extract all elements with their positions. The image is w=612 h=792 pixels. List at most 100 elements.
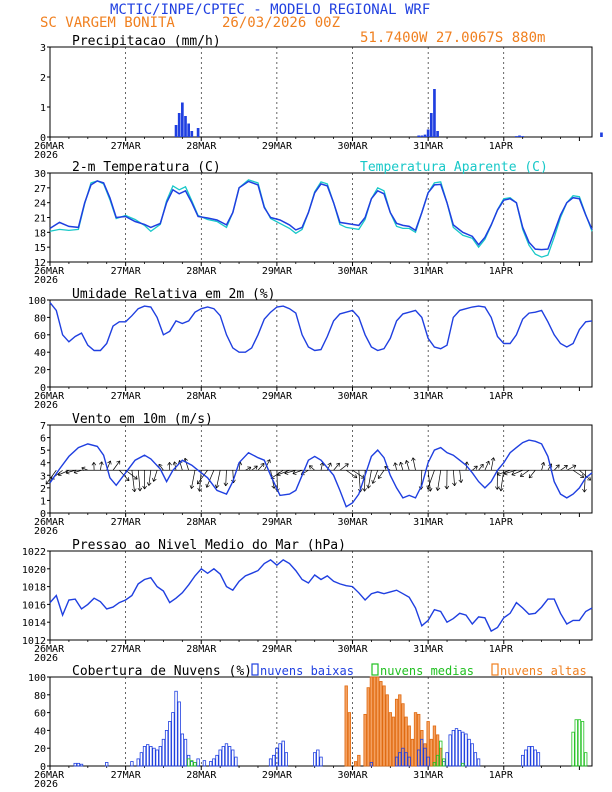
wind-arrow-head	[65, 469, 70, 475]
y-tick-label: 1	[40, 496, 46, 507]
high-cloud-bar	[363, 713, 367, 767]
y-tick-label: 40	[34, 726, 46, 737]
low-cloud-bar	[530, 746, 534, 767]
precip-bar	[515, 136, 518, 137]
panel-title: Cobertura de Nuvens (%)	[72, 664, 252, 679]
x-tick-label: 29MAR	[262, 517, 293, 528]
low-cloud-bar	[142, 746, 147, 767]
header-run: 26/03/2026 00Z	[222, 15, 340, 31]
x-tick-label: 30MAR	[338, 266, 369, 277]
low-cloud-bar	[369, 762, 374, 767]
wind-arrow-head	[485, 460, 490, 465]
wind-arrow-head	[444, 485, 450, 490]
low-cloud-bar	[177, 701, 181, 767]
wind-arrow-head	[172, 461, 178, 466]
wind-arrow-head	[503, 470, 508, 476]
y-tick-label: 7	[40, 421, 46, 432]
wind-arrow-head	[189, 485, 195, 489]
x-tick-label: 26MAR	[34, 141, 65, 152]
low-cloud-bar	[536, 752, 541, 767]
wind-arrow-head	[125, 477, 130, 482]
low-cloud-bar	[417, 749, 421, 767]
wind-arrow	[405, 460, 410, 471]
wind-arrow-head	[284, 470, 289, 475]
wind-arrow	[372, 470, 379, 484]
precip-bar	[417, 135, 421, 137]
x-tick-label: 26MAR	[34, 391, 65, 402]
precip-bar	[174, 125, 178, 137]
wind-arrow	[367, 470, 372, 489]
header-coords: 51.7400W 27.0067S 880m	[360, 30, 545, 46]
y-tick-label: 1022	[22, 547, 46, 558]
wind-arrow-head	[131, 488, 137, 493]
low-cloud-bar	[180, 733, 185, 767]
precip-bar	[521, 136, 525, 137]
mid-cloud-bar	[435, 754, 440, 767]
low-cloud-bar	[105, 762, 109, 767]
low-cloud-bar	[196, 758, 200, 767]
low-cloud-bar	[457, 730, 462, 767]
wind-arrow-head	[133, 475, 138, 480]
wind-arrow	[427, 470, 435, 490]
low-cloud-bar	[183, 738, 188, 767]
y-tick-label: 2	[40, 484, 46, 495]
y-tick-label: 2	[40, 73, 46, 84]
low-cloud-bar	[152, 747, 156, 767]
wind-arrow	[191, 470, 196, 489]
y-tick-label: 1020	[22, 565, 46, 576]
wind-arrow-head	[555, 464, 560, 469]
low-cloud-bar	[319, 756, 323, 767]
y-tick-label: 18	[34, 228, 46, 239]
wind-arrow	[541, 462, 545, 471]
x-tick-label: 30MAR	[338, 770, 369, 781]
wind-arrow-head	[196, 480, 201, 485]
x-tick-label: 1APR	[489, 266, 514, 277]
x-tick-label: 31MAR	[413, 517, 444, 528]
high-cloud-bar	[410, 738, 415, 767]
y-tick-label: 0	[40, 133, 46, 144]
wind-arrow-head	[479, 463, 484, 468]
low-cloud-bar	[146, 744, 150, 767]
humidity-line	[49, 302, 593, 353]
wind-arrow	[520, 469, 530, 477]
temp-line	[49, 180, 593, 251]
x-year-label: 2026	[34, 400, 58, 411]
high-cloud-bar	[366, 687, 370, 767]
low-cloud-bar	[272, 754, 276, 767]
legend-high-clouds: nuvens altas	[500, 664, 587, 678]
x-tick-label: 31MAR	[413, 644, 444, 655]
low-cloud-bar	[394, 756, 399, 767]
wind-arrow	[153, 470, 158, 482]
wind-arrow	[292, 469, 303, 474]
y-tick-label: 6	[40, 434, 46, 445]
x-year-label: 2026	[34, 653, 58, 664]
y-tick-label: 1012	[22, 636, 46, 647]
high-cloud-bar	[413, 712, 418, 767]
high-cloud-bar	[347, 712, 352, 767]
wind-arrow-head	[73, 469, 78, 475]
y-tick-label: 15	[34, 243, 46, 254]
plot-frame	[49, 299, 593, 388]
wind-arrow	[560, 465, 568, 471]
low-cloud-bar	[407, 756, 411, 767]
low-cloud-bar	[524, 749, 528, 767]
x-year-label: 2026	[34, 526, 58, 537]
y-tick-label: 1016	[22, 600, 46, 611]
wind-arrow-head	[197, 488, 202, 492]
wind-arrow-head	[214, 484, 220, 489]
wind-arrow-head	[57, 471, 62, 477]
low-cloud-bar	[73, 762, 77, 767]
wind-arrow	[320, 462, 324, 471]
wind-arrow-head	[435, 487, 441, 491]
wind-arrow-head	[152, 477, 157, 482]
x-year-label: 2026	[34, 150, 58, 161]
wind-arrow-head	[45, 480, 50, 485]
plot-frame	[49, 424, 593, 514]
wind-arrow-head	[572, 464, 577, 469]
wind-arrow-head	[540, 462, 546, 466]
high-cloud-bar	[357, 754, 361, 767]
mid-cloud-bar	[571, 731, 575, 767]
mid-cloud-bar	[190, 760, 194, 767]
wind-arrow	[484, 460, 490, 471]
wind-arrow-head	[116, 460, 121, 465]
